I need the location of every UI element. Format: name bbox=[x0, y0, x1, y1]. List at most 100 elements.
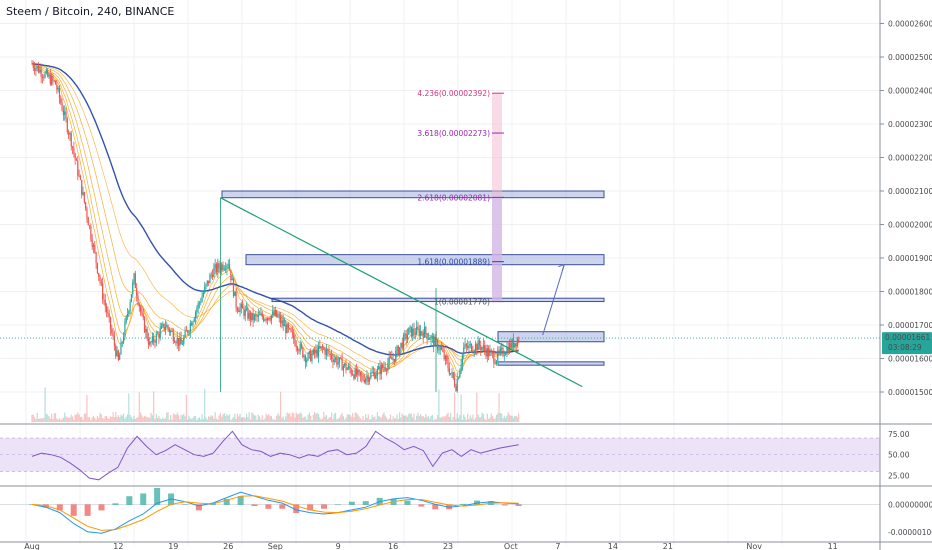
candle-body bbox=[125, 316, 127, 323]
candle-body bbox=[78, 175, 80, 177]
candle-body bbox=[402, 335, 405, 349]
candle-body bbox=[180, 337, 182, 345]
candle-body bbox=[162, 323, 164, 326]
volume-bar bbox=[512, 418, 515, 422]
volume-bar bbox=[184, 416, 186, 422]
volume-bar bbox=[189, 418, 191, 422]
volume-bar bbox=[354, 412, 356, 422]
volume-bar bbox=[125, 416, 127, 422]
volume-bar bbox=[472, 414, 474, 422]
volume-bar bbox=[397, 419, 399, 422]
volume-bar bbox=[277, 413, 279, 422]
volume-bar bbox=[104, 416, 106, 422]
volume-bar bbox=[328, 417, 330, 422]
candle-body bbox=[120, 342, 122, 355]
volume-bar bbox=[510, 415, 512, 422]
projection-arrow-head bbox=[558, 263, 566, 271]
volume-bar bbox=[337, 418, 339, 422]
volume-bar bbox=[252, 413, 254, 422]
volume-bar bbox=[486, 413, 488, 422]
volume-bar bbox=[287, 413, 290, 422]
candle-body bbox=[412, 328, 414, 337]
volume-bar bbox=[374, 416, 376, 422]
candle-body bbox=[34, 67, 36, 71]
candle-body bbox=[361, 375, 363, 377]
candle-body bbox=[39, 69, 41, 73]
volume-bar bbox=[379, 416, 381, 422]
volume-bar bbox=[416, 415, 418, 422]
volume-bar bbox=[419, 414, 422, 422]
rsi-tick-label: 25.00 bbox=[888, 472, 910, 481]
volume-bar bbox=[465, 419, 467, 422]
price-zone bbox=[221, 190, 605, 199]
volume-bar bbox=[83, 413, 85, 422]
macd-histogram-bar bbox=[321, 504, 328, 509]
candle-body bbox=[350, 369, 352, 375]
volume-bar bbox=[388, 418, 390, 422]
volume-bar bbox=[79, 417, 82, 422]
candle-body bbox=[353, 374, 355, 379]
volume-bar bbox=[409, 413, 411, 422]
candle-body bbox=[272, 311, 274, 316]
macd-histogram-bar bbox=[140, 493, 147, 505]
volume-bar bbox=[480, 417, 482, 422]
candle-body bbox=[367, 376, 369, 382]
projection-arrow-line bbox=[542, 264, 565, 336]
volume-bar bbox=[183, 413, 185, 422]
macd-histogram-bar bbox=[348, 501, 355, 505]
candle-body bbox=[117, 350, 119, 360]
volume-bar bbox=[378, 415, 380, 422]
volume-bar bbox=[91, 417, 93, 422]
volume-bar bbox=[109, 416, 112, 422]
volume-bar bbox=[221, 416, 223, 422]
candle-body bbox=[319, 345, 321, 349]
candle-body bbox=[260, 313, 262, 315]
volume-bar bbox=[332, 419, 334, 422]
time-tick-label: 16 bbox=[388, 542, 398, 550]
volume-bar bbox=[279, 391, 282, 422]
volume-bar bbox=[274, 419, 276, 422]
descending-trendline bbox=[220, 197, 583, 388]
volume-bar bbox=[81, 416, 83, 422]
volume-bar bbox=[57, 419, 59, 422]
volume-bar bbox=[149, 417, 151, 422]
volume-bar bbox=[70, 414, 72, 422]
candle-body bbox=[287, 324, 290, 329]
candle-body bbox=[133, 273, 135, 283]
volume-bar bbox=[99, 412, 101, 422]
volume-bar bbox=[344, 419, 346, 422]
volume-bar bbox=[327, 419, 329, 422]
candle-body bbox=[170, 330, 172, 333]
candle-body bbox=[145, 329, 147, 333]
candle-body bbox=[512, 339, 515, 347]
candle-body bbox=[217, 263, 219, 273]
volume-bar bbox=[192, 417, 194, 422]
candle-body bbox=[400, 342, 402, 348]
volume-bar bbox=[477, 414, 479, 422]
volume-bar bbox=[245, 413, 248, 422]
candle-body bbox=[438, 349, 440, 351]
candle-body bbox=[516, 339, 518, 347]
candle-body bbox=[495, 360, 498, 364]
candle-body bbox=[282, 320, 284, 327]
candle-body bbox=[132, 282, 134, 295]
fibonacci-extension[interactable]: 4.236(0.00002392) 3.618(0.00002273) 2.618(… bbox=[417, 89, 504, 307]
candle-body bbox=[422, 333, 424, 338]
candle-body bbox=[417, 326, 419, 329]
time-tick-label: 11 bbox=[828, 542, 838, 550]
candle-body bbox=[177, 338, 180, 346]
fib-level-label: 1(0.00001770) bbox=[434, 298, 490, 307]
volume-bar bbox=[329, 417, 331, 422]
volume-bar bbox=[240, 417, 242, 422]
candle-body bbox=[485, 349, 487, 357]
volume-bar bbox=[68, 417, 70, 422]
drawing-tools[interactable] bbox=[0, 197, 880, 392]
volume-bar bbox=[366, 418, 368, 422]
volume-bar bbox=[382, 414, 384, 422]
price-zone bbox=[245, 254, 605, 266]
candle-body bbox=[48, 75, 50, 77]
volume-bar bbox=[417, 412, 419, 422]
volume-bar bbox=[32, 414, 34, 422]
